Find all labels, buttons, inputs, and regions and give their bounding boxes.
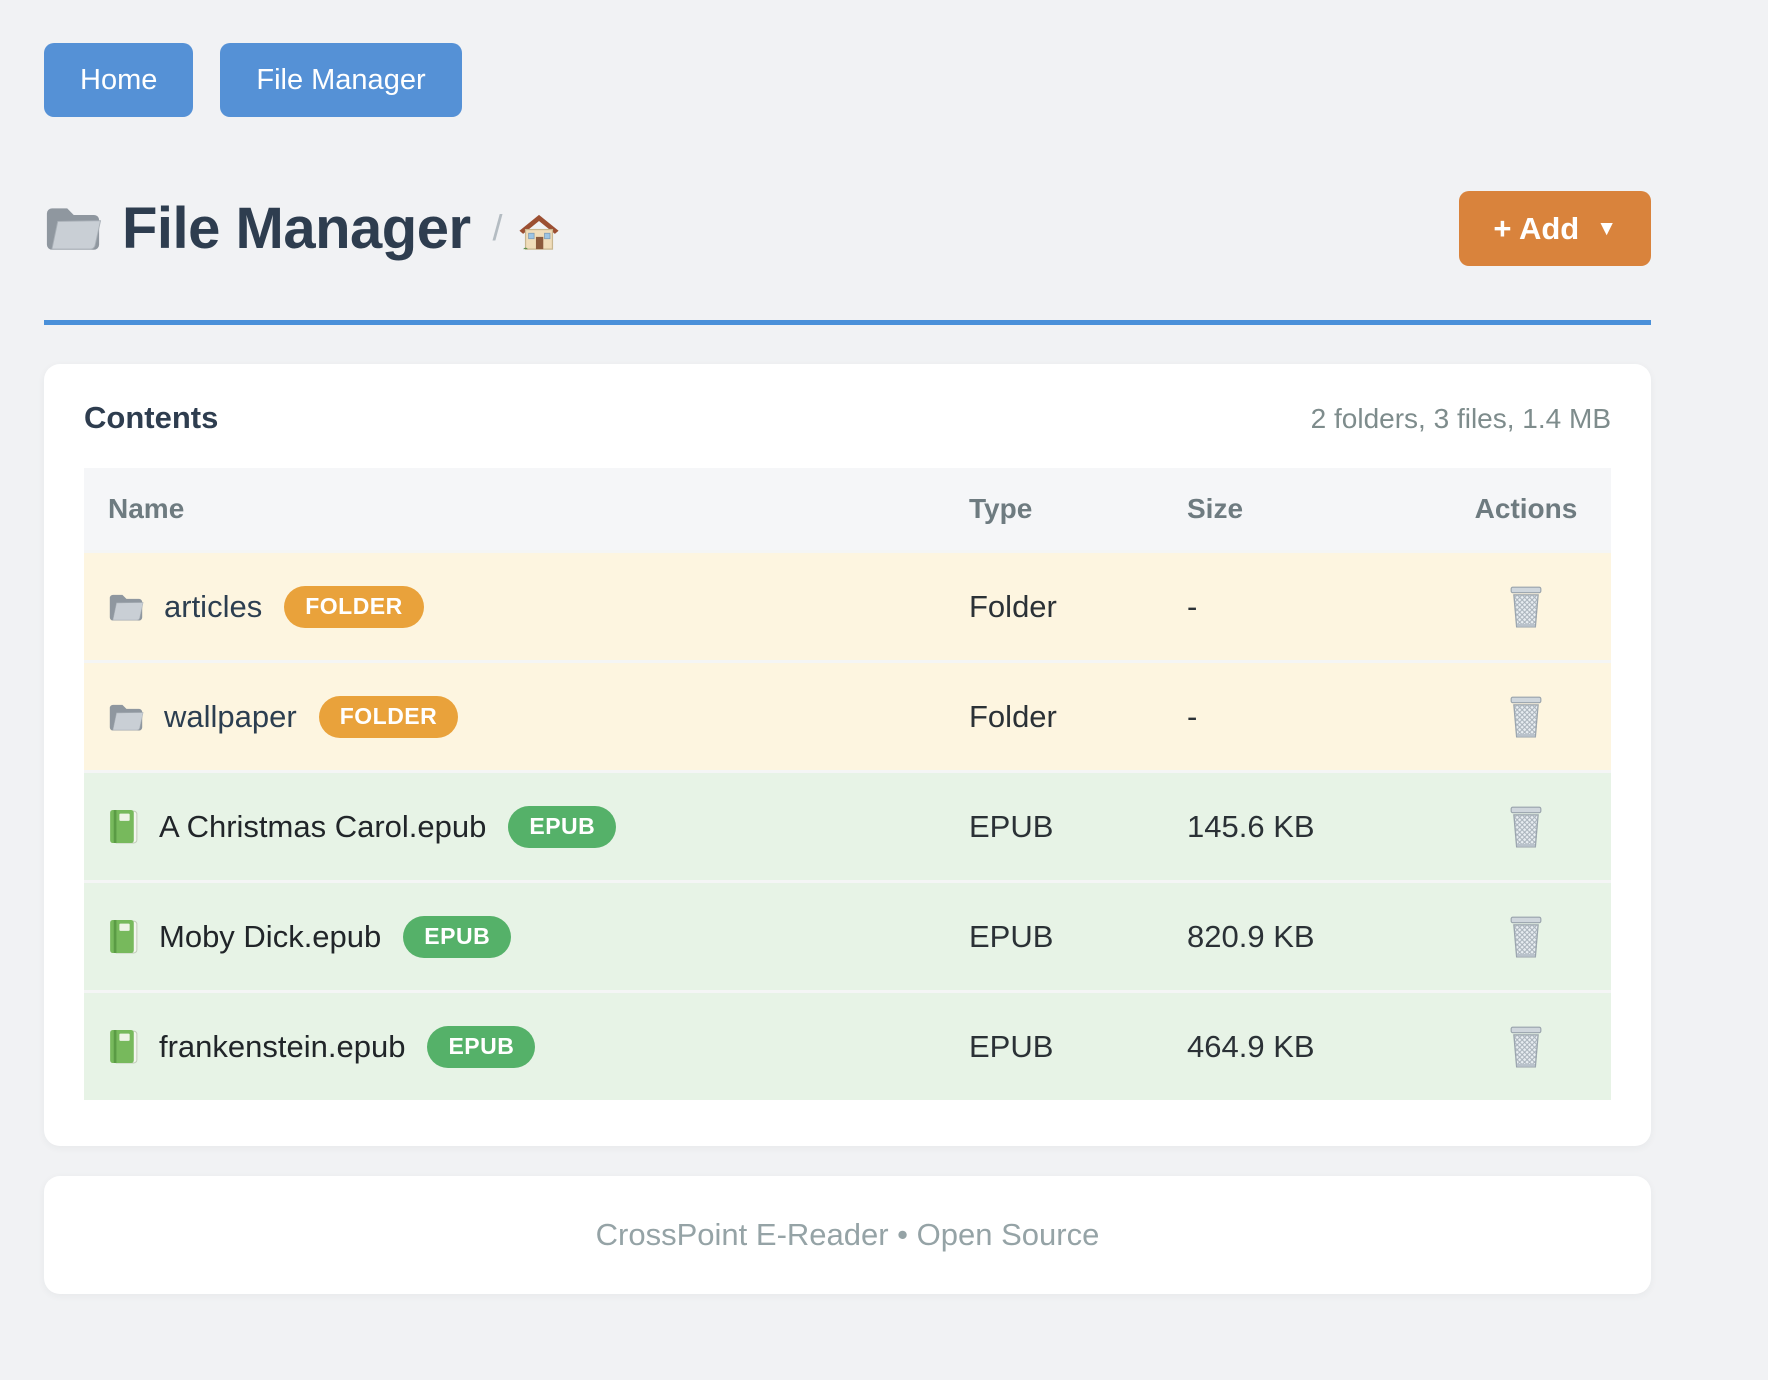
column-header-name: Name [108, 493, 185, 524]
delete-button[interactable] [1502, 691, 1550, 743]
file-name-link[interactable]: frankenstein.epub [159, 1028, 406, 1064]
trash-icon [1510, 916, 1542, 957]
table-row: A Christmas Carol.epub EPUB EPUB 145.6 K… [84, 770, 1611, 880]
file-manager-nav-button[interactable]: File Manager [220, 43, 462, 117]
file-name-link[interactable]: wallpaper [164, 698, 297, 734]
type-cell: EPUB [969, 808, 1054, 844]
home-nav-button[interactable]: Home [44, 43, 194, 117]
trash-icon [1510, 806, 1542, 847]
table-row: frankenstein.epub EPUB EPUB 464.9 KB [84, 990, 1611, 1100]
contents-card-header: Contents 2 folders, 3 files, 1.4 MB [84, 400, 1611, 436]
table-body: articles FOLDER Folder - [84, 550, 1611, 1100]
type-badge: EPUB [427, 1025, 536, 1068]
column-header-size: Size [1187, 493, 1244, 524]
column-header-type: Type [969, 493, 1033, 524]
breadcrumb-separator: / [492, 207, 503, 249]
contents-card: Contents 2 folders, 3 files, 1.4 MB Name… [44, 364, 1651, 1146]
folder-icon [46, 208, 102, 251]
file-name-link[interactable]: articles [164, 588, 263, 624]
name-cell: articles FOLDER [84, 585, 945, 628]
delete-button[interactable] [1502, 911, 1550, 963]
footer-card: CrossPoint E-Reader • Open Source [44, 1176, 1651, 1294]
file-table: Name Type Size Actions articles FOLDER F… [84, 468, 1611, 1100]
file-name-link[interactable]: Moby Dick.epub [159, 918, 382, 954]
actions-cell [1441, 801, 1611, 853]
column-header-actions: Actions [1474, 493, 1578, 524]
type-cell: EPUB [969, 1028, 1054, 1064]
top-navigation: Home File Manager [44, 0, 1651, 117]
name-cell: frankenstein.epub EPUB [84, 1025, 945, 1068]
type-cell: Folder [969, 588, 1057, 624]
name-cell: Moby Dick.epub EPUB [84, 915, 945, 958]
table-header-row: Name Type Size Actions [84, 468, 1611, 550]
delete-button[interactable] [1502, 581, 1550, 633]
page-header: File Manager / + Add ▼ [44, 191, 1651, 266]
type-cell: EPUB [969, 918, 1054, 954]
table-row: wallpaper FOLDER Folder - [84, 660, 1611, 770]
size-cell: - [1187, 588, 1198, 624]
name-cell: A Christmas Carol.epub EPUB [84, 805, 945, 848]
folder-icon [109, 594, 144, 620]
house-icon[interactable] [517, 211, 561, 253]
actions-cell [1441, 911, 1611, 963]
size-cell: 820.9 KB [1187, 918, 1315, 954]
delete-button[interactable] [1502, 1021, 1550, 1073]
contents-summary: 2 folders, 3 files, 1.4 MB [1310, 403, 1611, 434]
actions-cell [1441, 581, 1611, 633]
trash-icon [1510, 696, 1542, 737]
book-icon [110, 920, 138, 954]
size-cell: 464.9 KB [1187, 1028, 1315, 1064]
actions-cell [1441, 691, 1611, 743]
type-badge: EPUB [403, 915, 512, 958]
file-name-link[interactable]: A Christmas Carol.epub [159, 808, 487, 844]
footer-text: CrossPoint E-Reader • Open Source [595, 1217, 1100, 1252]
folder-icon [109, 704, 144, 730]
trash-icon [1510, 586, 1542, 627]
book-icon [110, 1030, 138, 1064]
page-title: File Manager [122, 195, 471, 261]
trash-icon [1510, 1026, 1542, 1067]
table-row: Moby Dick.epub EPUB EPUB 820.9 KB [84, 880, 1611, 990]
add-button-label: + Add [1493, 210, 1580, 246]
type-badge: FOLDER [284, 585, 424, 628]
page-container: Home File Manager File Manager / + Add ▼ [44, 0, 1651, 1294]
name-cell: wallpaper FOLDER [84, 695, 945, 738]
actions-cell [1441, 1021, 1611, 1073]
book-icon [110, 810, 138, 844]
contents-heading: Contents [84, 400, 219, 435]
size-cell: 145.6 KB [1187, 808, 1315, 844]
type-badge: FOLDER [318, 695, 459, 738]
title-group: File Manager / [44, 195, 1459, 261]
add-button[interactable]: + Add ▼ [1459, 191, 1651, 266]
type-badge: EPUB [508, 805, 617, 848]
chevron-down-icon: ▼ [1596, 217, 1617, 240]
title-divider [44, 320, 1651, 325]
table-row: articles FOLDER Folder - [84, 550, 1611, 660]
size-cell: - [1187, 698, 1198, 734]
delete-button[interactable] [1502, 801, 1550, 853]
type-cell: Folder [969, 698, 1057, 734]
